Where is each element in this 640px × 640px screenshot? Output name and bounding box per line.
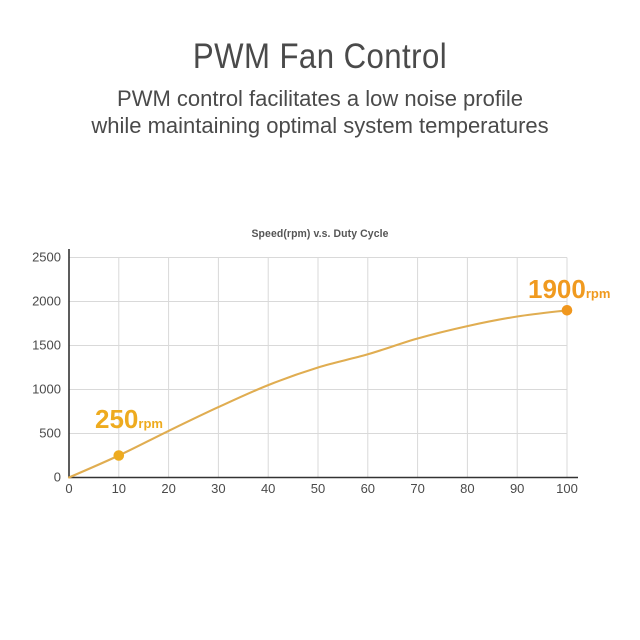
svg-text:1000: 1000	[32, 382, 61, 397]
svg-text:20: 20	[161, 481, 175, 496]
svg-text:100: 100	[556, 481, 578, 496]
svg-text:0: 0	[54, 470, 61, 485]
svg-text:2500: 2500	[32, 250, 61, 265]
svg-text:1500: 1500	[32, 338, 61, 353]
svg-text:70: 70	[410, 481, 424, 496]
svg-text:30: 30	[211, 481, 225, 496]
svg-text:90: 90	[510, 481, 524, 496]
svg-text:500: 500	[39, 426, 61, 441]
svg-text:2000: 2000	[32, 294, 61, 309]
svg-text:250rpm: 250rpm	[95, 404, 163, 434]
svg-text:40: 40	[261, 481, 275, 496]
svg-text:60: 60	[361, 481, 375, 496]
svg-text:0: 0	[65, 481, 72, 496]
svg-text:10: 10	[112, 481, 126, 496]
svg-text:80: 80	[460, 481, 474, 496]
svg-text:50: 50	[311, 481, 325, 496]
svg-text:1900rpm: 1900rpm	[528, 274, 610, 304]
